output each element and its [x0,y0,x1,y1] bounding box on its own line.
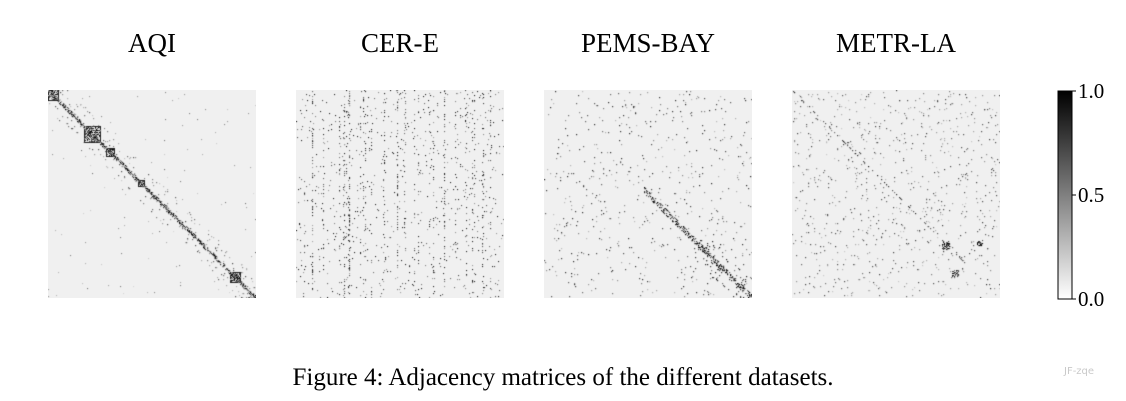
colorbar-ticks: 1.0 0.5 0.0 [1072,79,1104,311]
adjacency-matrix-cer-e [296,90,504,298]
colorbar-tick-label: 0.5 [1078,183,1104,207]
adjacency-matrix-pems-bay [544,90,752,298]
adjacency-matrix-metr-la [792,90,1000,298]
panel-title-metr-la: METR-LA [836,28,956,58]
colorbar-tick-label: 1.0 [1078,79,1104,103]
colorbar-gradient [1057,90,1073,300]
panel-title-aqi: AQI [128,28,176,58]
colorbar-tick-label: 0.0 [1078,287,1104,311]
watermark: JF-zqe [1064,366,1095,377]
figure-caption: Figure 4: Adjacency matrices of the diff… [292,364,834,391]
panel-title-pems-bay: PEMS-BAY [580,28,716,58]
adjacency-matrix-aqi [48,90,256,298]
panel-title-cer-e: CER-E [361,28,439,58]
colorbar: 1.0 0.5 0.0 [1057,79,1104,311]
